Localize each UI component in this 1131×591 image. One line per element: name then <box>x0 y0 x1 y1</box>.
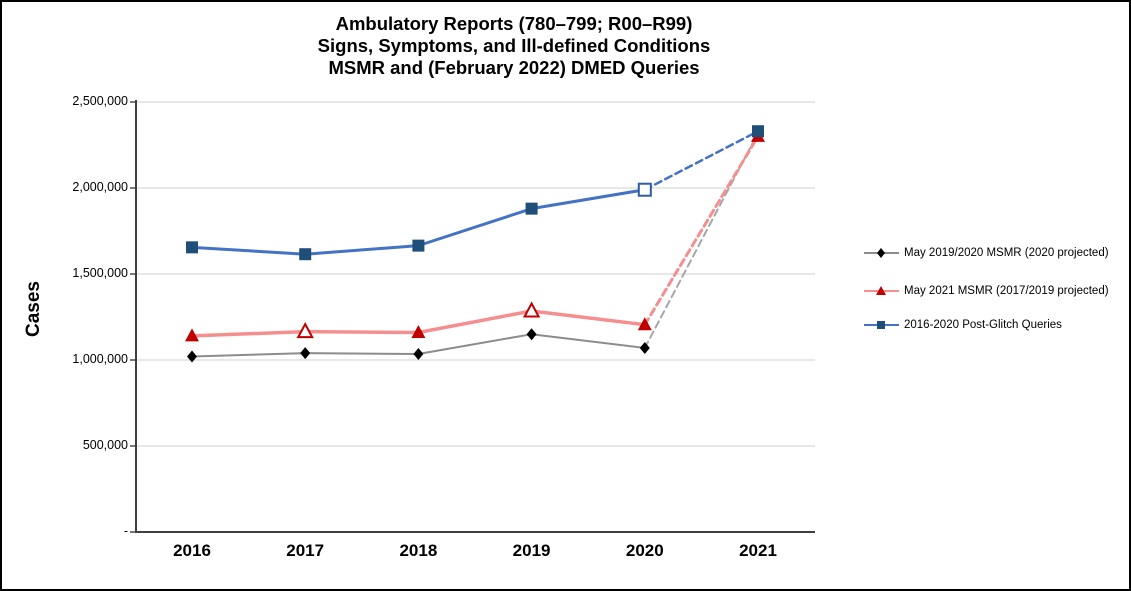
series-line-segment-projected <box>643 134 760 327</box>
series-line-segment <box>530 333 646 349</box>
legend-marker-square-icon <box>877 320 885 329</box>
chart-title-line-3: MSMR and (February 2022) DMED Queries <box>328 57 700 78</box>
data-point-marker <box>525 202 538 215</box>
series-line-segment <box>303 244 420 256</box>
data-point-marker <box>413 347 424 360</box>
legend-item-msmr-2021: May 2021 MSMR (2017/2019 projected) <box>864 283 1109 298</box>
data-point-marker <box>187 350 197 363</box>
series-line-segment <box>191 352 307 358</box>
legend-item-msmr-2019-2020: May 2019/2020 MSMR (2020 projected) <box>864 245 1109 260</box>
legend-marker-diamond-icon <box>877 247 885 258</box>
series-line-segment <box>417 333 533 355</box>
series-line-segment-projected <box>643 131 759 349</box>
data-point-marker <box>185 328 199 342</box>
series-line-segment <box>303 329 421 335</box>
chart-title: Ambulatory Reports (780–799; R00–R99) Si… <box>136 13 892 79</box>
legend-swatch-triangle-icon <box>864 285 899 295</box>
x-tick-label: 2020 <box>625 541 664 560</box>
series-line-segment-projected <box>643 129 760 191</box>
y-axis-tick-labels: - 500,000 1,000,000 1,500,000 2,000,000 2,500… <box>48 2 128 589</box>
legend-item-post-glitch: 2016-2020 Post-Glitch Queries <box>864 317 1062 332</box>
series-line-segment <box>304 352 420 355</box>
data-point-marker <box>300 347 311 360</box>
x-tick-label: 2021 <box>739 541 777 560</box>
series-line-segment <box>416 207 534 248</box>
y-tick-label: - <box>123 524 128 538</box>
series-line-segment <box>190 245 307 256</box>
y-tick-label: 1,000,000 <box>72 352 128 366</box>
data-point-marker <box>752 125 764 138</box>
data-point-marker-open <box>296 322 314 339</box>
legend-label: 2016-2020 Post-Glitch Queries <box>904 318 1062 331</box>
y-tick-label: 1,500,000 <box>72 266 128 280</box>
x-tick-label: 2018 <box>399 541 438 560</box>
data-point-marker <box>299 248 312 261</box>
data-point-marker-open <box>637 182 652 197</box>
data-point-marker <box>526 328 537 341</box>
y-tick-label: 2,500,000 <box>72 94 128 108</box>
data-point-marker <box>412 239 425 252</box>
x-tick-label: 2016 <box>173 541 211 560</box>
legend-label: May 2021 MSMR (2017/2019 projected) <box>904 284 1109 297</box>
data-point-marker <box>186 241 198 254</box>
legend-marker-triangle-icon <box>876 285 886 295</box>
y-tick-label: 500,000 <box>82 438 128 452</box>
x-tick-label: 2017 <box>286 541 325 560</box>
legend-swatch-square-icon <box>864 320 899 329</box>
data-point-marker-open <box>522 301 541 318</box>
series-line-segment <box>190 329 307 338</box>
data-point-marker <box>637 317 652 331</box>
chart-title-line-2: Signs, Symptoms, and Ill-defined Conditi… <box>317 35 711 56</box>
series-line-segment <box>529 309 647 327</box>
series-line-segment <box>530 188 647 211</box>
chart-title-line-1: Ambulatory Reports (780–799; R00–R99) <box>335 13 693 34</box>
data-point-marker <box>411 324 426 338</box>
legend-label: May 2019/2020 MSMR (2020 projected) <box>904 246 1109 259</box>
series-line-segment <box>416 309 534 335</box>
y-tick-label: 2,000,000 <box>72 180 128 194</box>
data-point-marker <box>639 341 650 354</box>
x-tick-label: 2019 <box>512 541 551 560</box>
legend-swatch-diamond-icon <box>864 247 899 258</box>
